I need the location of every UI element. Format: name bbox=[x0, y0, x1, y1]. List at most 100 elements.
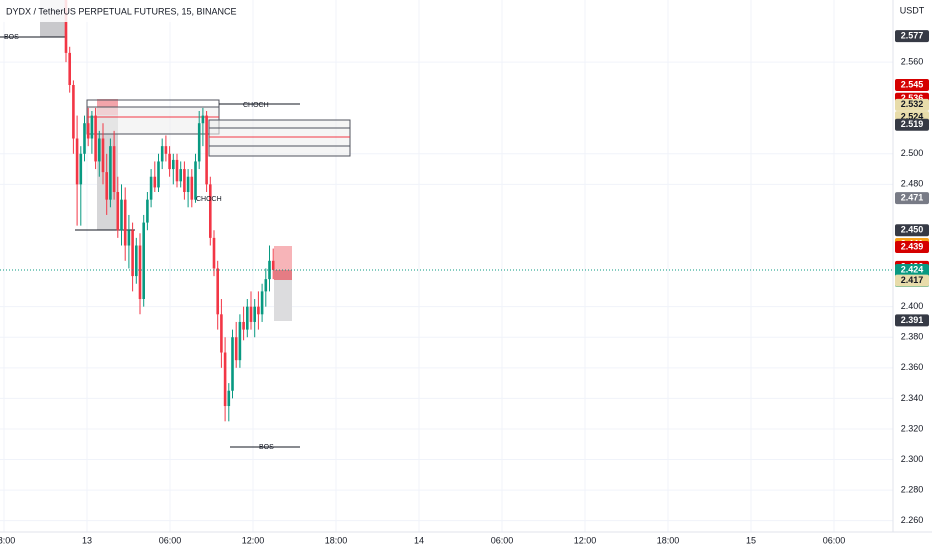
candle-body bbox=[216, 268, 219, 315]
candle-body bbox=[175, 159, 179, 182]
candle-body bbox=[79, 153, 83, 185]
y-tick-label: 2.280 bbox=[901, 484, 924, 494]
x-tick-label: 18:00 bbox=[657, 535, 680, 545]
candle-body bbox=[186, 176, 190, 193]
candle-body bbox=[116, 192, 120, 231]
price-badge-label: 2.577 bbox=[901, 30, 924, 40]
price-badge bbox=[895, 274, 929, 287]
title-bg bbox=[0, 0, 210, 22]
candle-body bbox=[131, 230, 134, 277]
x-tick-label: 14 bbox=[414, 535, 424, 545]
y-tick-label: 2.380 bbox=[901, 332, 924, 342]
candle-body bbox=[209, 184, 212, 238]
price-badge-label: 2.532 bbox=[901, 99, 924, 109]
candle-body bbox=[260, 291, 264, 315]
x-tick-label: 15 bbox=[746, 535, 756, 545]
y-tick-label: 2.560 bbox=[901, 56, 924, 66]
price-badge bbox=[895, 314, 929, 327]
candle-body bbox=[153, 176, 157, 188]
price-badge bbox=[895, 118, 929, 131]
candle-body bbox=[271, 260, 275, 270]
candle-body bbox=[75, 138, 79, 185]
currency: USDT bbox=[900, 5, 925, 15]
axes: 2.560 2.500 2.480 2.400 2.380 2.360 2.340 2.320… bbox=[0, 56, 923, 545]
price-badge bbox=[895, 30, 929, 43]
candle-body bbox=[205, 115, 208, 185]
chart-title: DYDX / TetherUS PERPETUAL FUTURES, 15, B… bbox=[6, 6, 237, 16]
x-tick-label: 06:00 bbox=[159, 535, 182, 545]
candle-body bbox=[94, 115, 97, 162]
candle-body bbox=[242, 321, 245, 330]
grid bbox=[0, 0, 893, 532]
zone bbox=[86, 106, 220, 135]
x-tick-label: 13 bbox=[82, 535, 92, 545]
price-badge-label: 2.536 bbox=[901, 93, 924, 103]
candle-body bbox=[68, 52, 71, 85]
price-badge-label: 2.471 bbox=[901, 192, 924, 202]
candle-body bbox=[101, 138, 105, 173]
x-tick-label: 12:00 bbox=[242, 535, 265, 545]
x-tick-label: 12:00 bbox=[574, 535, 597, 545]
candle-body bbox=[246, 306, 249, 330]
candle-body bbox=[127, 230, 131, 246]
candle-body bbox=[190, 176, 194, 200]
price-badge-label: 2.450 bbox=[901, 225, 924, 235]
candle-body bbox=[112, 146, 116, 193]
price-badge bbox=[895, 241, 929, 254]
candle-body bbox=[105, 172, 108, 200]
y-tick-label: 2.400 bbox=[901, 301, 924, 311]
price-badge-label: 2.519 bbox=[901, 119, 924, 129]
price-badge-label: 2.391 bbox=[901, 315, 924, 325]
x-tick-label: 06:00 bbox=[491, 535, 514, 545]
candle-body bbox=[257, 306, 260, 315]
candle-body bbox=[268, 260, 271, 280]
candle-body bbox=[220, 314, 223, 353]
candle-body bbox=[90, 115, 94, 139]
candle-body bbox=[223, 352, 227, 407]
y-tick-label: 2.340 bbox=[901, 393, 924, 403]
y-tick-label: 2.300 bbox=[901, 454, 924, 464]
candle-body bbox=[168, 153, 171, 170]
target-zone bbox=[274, 280, 292, 321]
zone bbox=[208, 119, 351, 157]
candle-body bbox=[149, 176, 153, 200]
price-badge bbox=[895, 224, 929, 237]
price-badge bbox=[895, 98, 929, 111]
candle-body bbox=[146, 199, 149, 223]
y-tick-label: 2.480 bbox=[901, 179, 924, 189]
candle-body bbox=[227, 390, 231, 407]
candle-body bbox=[183, 169, 186, 193]
candle-body bbox=[98, 138, 101, 162]
candle-body bbox=[201, 115, 205, 124]
candle-body bbox=[179, 169, 182, 182]
stop-zone bbox=[274, 270, 292, 280]
x-tick-label: 06:00 bbox=[823, 535, 846, 545]
candle-body bbox=[164, 146, 168, 154]
candle-body bbox=[64, 0, 68, 53]
price-badge bbox=[895, 192, 929, 205]
candle-body bbox=[234, 337, 238, 361]
candle-body bbox=[197, 123, 201, 162]
price-badge-label: 2.545 bbox=[901, 79, 924, 89]
candle-body bbox=[249, 306, 253, 322]
candle-body bbox=[212, 237, 216, 269]
candle-body bbox=[160, 146, 164, 162]
candle-body bbox=[135, 245, 138, 277]
candle-body bbox=[238, 321, 242, 361]
candle-body bbox=[138, 245, 142, 300]
candle-body bbox=[120, 199, 123, 231]
candle-body bbox=[194, 161, 197, 200]
y-tick-label: 2.260 bbox=[901, 515, 924, 525]
candle-body bbox=[231, 337, 234, 391]
price-badge-label: 2.417 bbox=[901, 275, 924, 285]
x-tick-label: 18:00 bbox=[325, 535, 348, 545]
candle-body bbox=[83, 123, 86, 154]
price-badge-label: 2.439 bbox=[901, 241, 924, 251]
candle-body bbox=[142, 222, 145, 300]
candle-body bbox=[109, 146, 112, 200]
candle-body bbox=[123, 199, 127, 246]
annotation: BOS bbox=[4, 34, 19, 41]
price-badge-label: 2.424 bbox=[901, 264, 924, 274]
annotation: CHOCH bbox=[243, 102, 269, 109]
candle-body bbox=[253, 306, 256, 322]
